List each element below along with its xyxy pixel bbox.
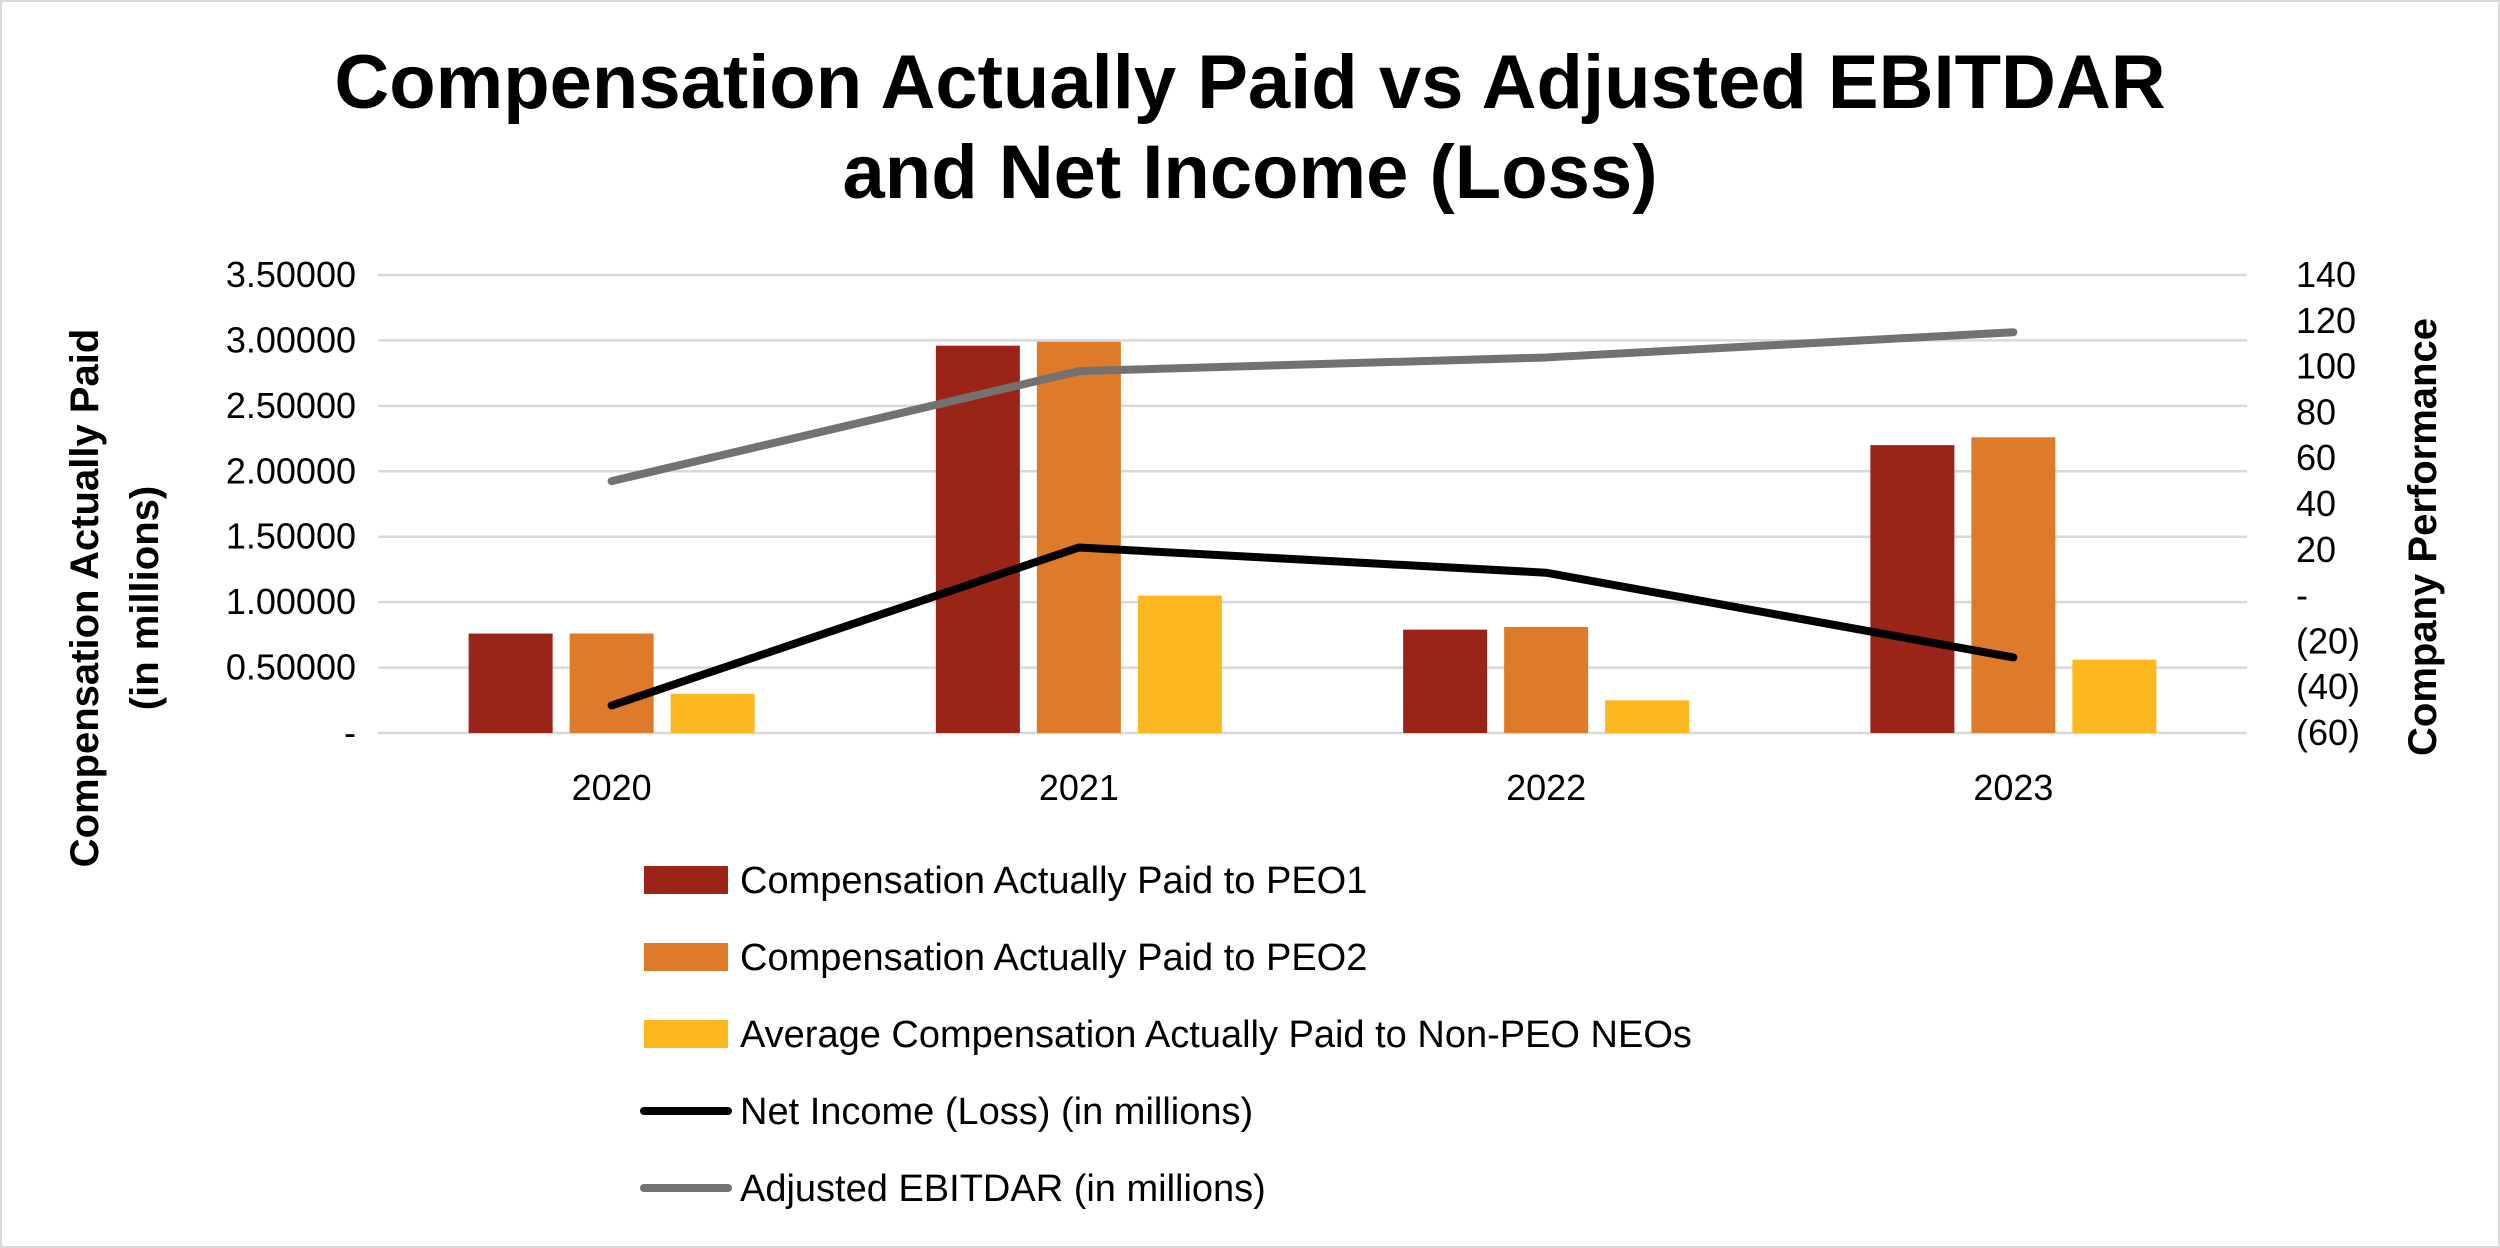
bar [1870, 445, 1955, 733]
left-tick-label: 3.00000 [226, 319, 356, 360]
legend-label: Net Income (Loss) (in millions) [740, 1091, 1253, 1133]
right-tick-label: 100 [2296, 346, 2356, 387]
x-tick-label: 2020 [572, 767, 652, 808]
left-tick-label: 2.00000 [226, 450, 356, 491]
bar [468, 633, 553, 733]
left-axis-title-line-1: Compensation Actually Paid [63, 329, 107, 868]
x-tick-label: 2023 [1973, 767, 2053, 808]
legend-label: Compensation Actually Paid to PEO1 [740, 860, 1367, 902]
bar [935, 345, 1020, 733]
right-tick-label: (40) [2296, 666, 2360, 707]
legend-swatch [644, 866, 728, 894]
left-tick-label: 2.50000 [226, 385, 356, 426]
chart-title-line-1: Compensation Actually Paid vs Adjusted E… [334, 40, 2165, 125]
left-tick-label: 1.50000 [226, 516, 356, 557]
legend-swatch [644, 943, 728, 971]
lines [607, 328, 2018, 710]
bar [1403, 629, 1488, 733]
x-tick-label: 2021 [1039, 767, 1119, 808]
bar [2072, 659, 2157, 733]
right-tick-label: 120 [2296, 300, 2356, 341]
right-tick-label: 60 [2296, 437, 2336, 478]
series-line [607, 328, 2018, 486]
right-axis-title: Company Performance [2401, 318, 2445, 756]
bar [1504, 627, 1589, 733]
x-axis-ticks: 2020 2021 2022 2023 [572, 767, 2054, 808]
bar [670, 693, 755, 733]
bar [1036, 341, 1121, 733]
legend-label: Average Compensation Actually Paid to No… [740, 1014, 1692, 1056]
right-tick-label: - [2296, 575, 2308, 616]
legend-swatch [644, 1020, 728, 1048]
right-tick-label: 140 [2296, 254, 2356, 295]
left-tick-label: 3.50000 [226, 254, 356, 295]
legend: Compensation Actually Paid to PEO1 Compen… [640, 860, 1692, 1210]
right-tick-label: (60) [2296, 712, 2360, 753]
legend-label: Adjusted EBITDAR (in millions) [740, 1168, 1266, 1210]
bar [1605, 700, 1690, 733]
right-tick-label: (20) [2296, 620, 2360, 661]
chart-title-line-2: and Net Income (Loss) [843, 130, 1658, 215]
bar [1137, 595, 1222, 733]
bars [468, 341, 2157, 733]
left-tick-label: 1.00000 [226, 581, 356, 622]
bar [1971, 437, 2056, 733]
right-tick-label: 40 [2296, 483, 2336, 524]
x-tick-label: 2022 [1506, 767, 1586, 808]
legend-label: Compensation Actually Paid to PEO2 [740, 937, 1367, 979]
bar [569, 633, 654, 733]
gridlines [378, 273, 2247, 735]
left-axis-ticks: - 0.50000 1.00000 1.50000 2.00000 2.50000 3.00… [226, 254, 356, 753]
left-tick-label: - [344, 712, 356, 753]
series-line [607, 543, 2018, 710]
left-axis-title-line-2: (in millions) [123, 486, 167, 710]
left-tick-label: 0.50000 [226, 647, 356, 688]
right-tick-label: 80 [2296, 391, 2336, 432]
right-tick-label: 20 [2296, 529, 2336, 570]
